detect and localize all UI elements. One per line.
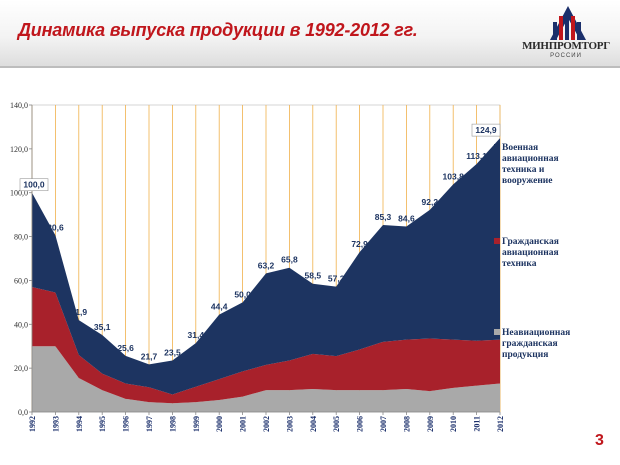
data-label: 50,0 [234, 289, 251, 299]
data-label: 23,5 [164, 347, 181, 357]
x-tick-label: 2005 [332, 416, 341, 432]
data-label: 113,1 [466, 151, 487, 161]
x-tick-label: 1992 [28, 416, 37, 432]
logo-name: МИНПРОМТОРГ [522, 40, 610, 52]
data-label: 41,9 [71, 307, 88, 317]
y-tick-label: 0,0 [18, 408, 28, 417]
data-label: 100,0 [23, 180, 45, 190]
header-divider [0, 66, 620, 68]
legend-label: Гражданская авиационная техника [502, 237, 559, 269]
x-tick-label: 1994 [75, 416, 84, 432]
data-label: 58,5 [305, 271, 322, 281]
series-area-0 [32, 346, 500, 412]
data-label: 57,2 [328, 274, 345, 284]
legend-label: Неавиационная гражданская продукция [502, 328, 570, 360]
x-tick-label: 2006 [356, 416, 365, 432]
y-tick-label: 100,0 [10, 189, 28, 198]
x-tick-label: 2000 [215, 416, 224, 432]
data-label: 44,4 [211, 302, 228, 312]
data-label: 35,1 [94, 322, 111, 332]
x-tick-label: 1997 [145, 416, 154, 432]
legend-swatch [494, 144, 500, 150]
slide-title: Динамика выпуска продукции в 1992-2012 г… [18, 20, 418, 40]
data-label: 63,2 [258, 260, 275, 270]
y-tick-label: 40,0 [14, 320, 28, 329]
legend-label: Военная авиационная техника и вооружение [502, 143, 559, 186]
data-label: 92,2 [422, 197, 439, 207]
x-tick-label: 1993 [51, 416, 60, 432]
x-tick-label: 1998 [168, 416, 177, 432]
data-label: 85,3 [375, 212, 392, 222]
x-tick-label: 2008 [402, 416, 411, 432]
x-tick-label: 2010 [449, 416, 458, 432]
series-area-1 [32, 287, 500, 404]
data-label: 103,8 [443, 171, 465, 181]
data-label: 124,9 [475, 125, 497, 135]
series-area-2 [32, 138, 500, 395]
ministry-logo-icon [550, 6, 586, 40]
data-label: 25,6 [117, 343, 134, 353]
y-tick-label: 80,0 [14, 233, 28, 242]
x-tick-label: 1996 [122, 416, 131, 432]
x-tick-label: 2009 [426, 416, 435, 432]
slide-header [0, 0, 620, 68]
logo-subtitle: РОССИИ [550, 53, 582, 59]
legend-swatch [494, 238, 500, 244]
x-tick-label: 2004 [309, 416, 318, 432]
data-label: 84,6 [398, 213, 415, 223]
data-label: 21,7 [141, 351, 158, 361]
x-tick-label: 2002 [262, 416, 271, 432]
y-tick-label: 120,0 [10, 145, 28, 154]
production-chart: 0,0 20,0 40,0 60,0 80,0 100,0 120,0 140,0 1992 19… [10, 101, 570, 432]
x-tick-label: 2001 [239, 416, 248, 432]
y-tick-label: 20,0 [14, 364, 28, 373]
y-tick-label: 140,0 [10, 101, 28, 110]
x-tick-label: 1995 [98, 416, 107, 432]
x-tick-label: 2012 [496, 416, 505, 432]
data-label: 72,9 [351, 239, 368, 249]
x-tick-label: 2011 [473, 416, 482, 432]
data-label-box [471, 123, 501, 137]
page-number: 3 [595, 432, 604, 449]
data-label: 80,6 [47, 222, 64, 232]
x-tick-label: 2003 [285, 416, 294, 432]
data-label-box [19, 178, 49, 192]
y-tick-label: 60,0 [14, 276, 28, 285]
x-tick-label: 2007 [379, 416, 388, 432]
data-label: 65,8 [281, 255, 298, 265]
data-label: 31,4 [188, 330, 205, 340]
legend-swatch [494, 329, 500, 335]
x-tick-label: 1999 [192, 416, 201, 432]
